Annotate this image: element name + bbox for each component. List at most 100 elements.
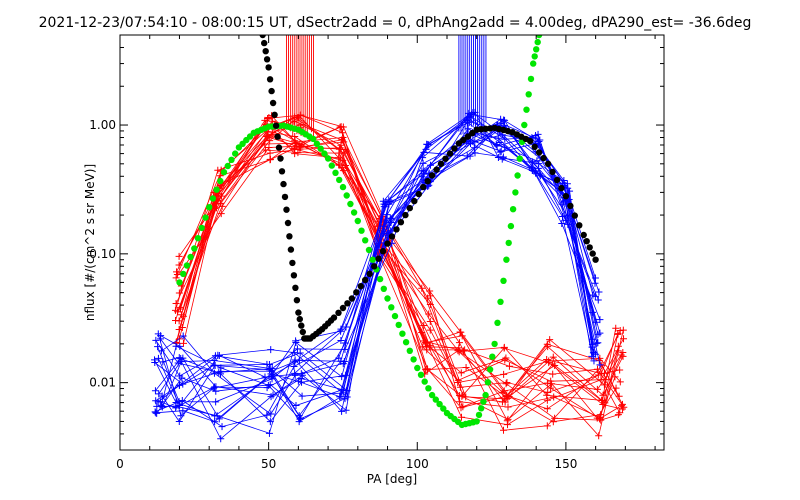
series-2-dot-64 [414,364,421,372]
series-0-point-19-6 [420,321,428,329]
series-0-point-21-4 [338,136,346,144]
series-0 [171,35,628,440]
series-3-dot-7 [269,99,277,107]
series-3-dot-52 [384,240,391,247]
series-0-point-10-1 [217,210,225,218]
series-1-point-12-2 [212,383,220,391]
series-3-dot-19 [287,246,295,253]
series-3-dot-91 [558,184,565,192]
series-2-dot-10 [213,186,220,193]
x-tick-label-0: 0 [116,457,124,471]
series-3-dot-95 [576,222,583,229]
series-0-point-16-4 [335,145,343,153]
series-1-point-7-12 [591,274,599,282]
series-2-dot-85 [484,379,492,386]
series-3-dot-97 [583,238,590,245]
series-0-point-17-8 [501,395,509,403]
series-0-point-16-6 [425,310,433,318]
y-tick-label-2: 1.00 [89,118,116,132]
series-0-point-21-6 [423,346,431,354]
series-3-dot-64 [437,160,445,167]
series-1-point-19-10 [534,164,542,172]
series-1-point-14-1 [178,396,186,404]
series-0-point-13-2 [262,133,270,141]
x-axis-label: PA [deg] [367,472,417,486]
series-2-dot-5 [194,235,202,242]
series-1-line-10 [157,114,601,413]
series-2-dot-3 [187,253,194,261]
series-1-point-20-4 [295,356,303,364]
x-tick-label-2: 100 [406,457,429,471]
series-2-dot-59 [395,321,402,329]
series-1-point-21-12 [596,316,604,324]
series-0-point-16-11 [611,373,619,381]
series-2-dot-8 [206,204,213,211]
series-0-point-13-9 [543,396,551,404]
series-0-point-21-11 [620,403,628,411]
series-3-dot-9 [272,122,280,129]
series-1-point-3-0 [153,402,161,410]
series-0-point-16-3 [294,114,302,122]
series-1-point-13-11 [558,200,566,208]
series-3-dot-89 [549,168,556,176]
series-2-dot-50 [362,237,369,244]
series-1-point-20-6 [387,215,395,223]
y-tick-label-0: 0.01 [89,376,116,390]
series-1-point-7-4 [292,402,300,410]
series-3-dot-12 [277,155,284,162]
series-0-line-17 [181,120,619,404]
series-0-point-15-6 [419,343,427,351]
series-2-dot-100 [521,121,528,129]
series-0-point-12-11 [616,409,624,417]
series-0-point-7-9 [549,353,557,361]
series-1-point-21-7 [419,170,427,178]
series-3-dot-60 [420,183,427,191]
series-2-dot-80 [473,418,480,425]
series-1-point-4-10 [533,157,541,165]
series-0-point-19-8 [500,387,508,395]
series-2-dot-61 [402,339,410,346]
series-2-dot-107 [534,38,541,46]
series-2-dot-44 [339,183,347,191]
series-2-dot-108 [535,35,543,39]
series-1-point-14-0 [151,408,159,416]
series-1-point-13-3 [267,410,275,418]
series-1-point-19-11 [564,220,572,228]
series-2-dot-1 [180,270,187,278]
series-0-point-10-2 [265,143,273,151]
series-3 [259,35,599,342]
series-1-point-16-12 [590,357,598,365]
series-2-dot-11 [217,177,224,185]
series-2-dot-13 [224,162,231,170]
series-2-dot-92 [503,256,510,263]
series-1-point-5-0 [151,387,159,395]
series-3-dot-2 [262,48,269,55]
series-0-point-4-7 [455,339,463,347]
series-0-point-14-8 [503,417,511,425]
series-2-dot-95 [509,206,517,213]
series-0-point-2-7 [457,369,465,377]
series-1-point-13-8 [466,152,474,160]
series-0-point-13-11 [620,335,628,343]
series-2-dot-104 [530,60,537,67]
series-3-dot-99 [589,250,596,257]
series-0-point-3-11 [612,324,620,332]
series-1-point-9-1 [176,402,184,410]
series-0-point-5-6 [423,365,431,373]
series-1 [151,35,604,443]
series-1-point-12-1 [176,342,184,350]
series-2-dot-4 [191,245,198,252]
series-0-point-0-0 [175,289,183,297]
series-2-dot-43 [336,176,343,184]
series-1-point-19-2 [217,435,225,443]
series-0-point-8-10 [596,354,604,362]
series-2-dot-52 [369,256,376,263]
series-0-point-16-1 [217,199,225,207]
series-3-dot-85 [531,143,538,150]
series-0-point-15-8 [501,356,509,364]
series-2-dot-93 [505,239,512,247]
series-2-dot-12 [220,169,228,176]
series-0-point-19-4 [337,123,345,131]
series-3-dot-24 [295,309,302,316]
series-1-point-20-3 [269,371,277,379]
